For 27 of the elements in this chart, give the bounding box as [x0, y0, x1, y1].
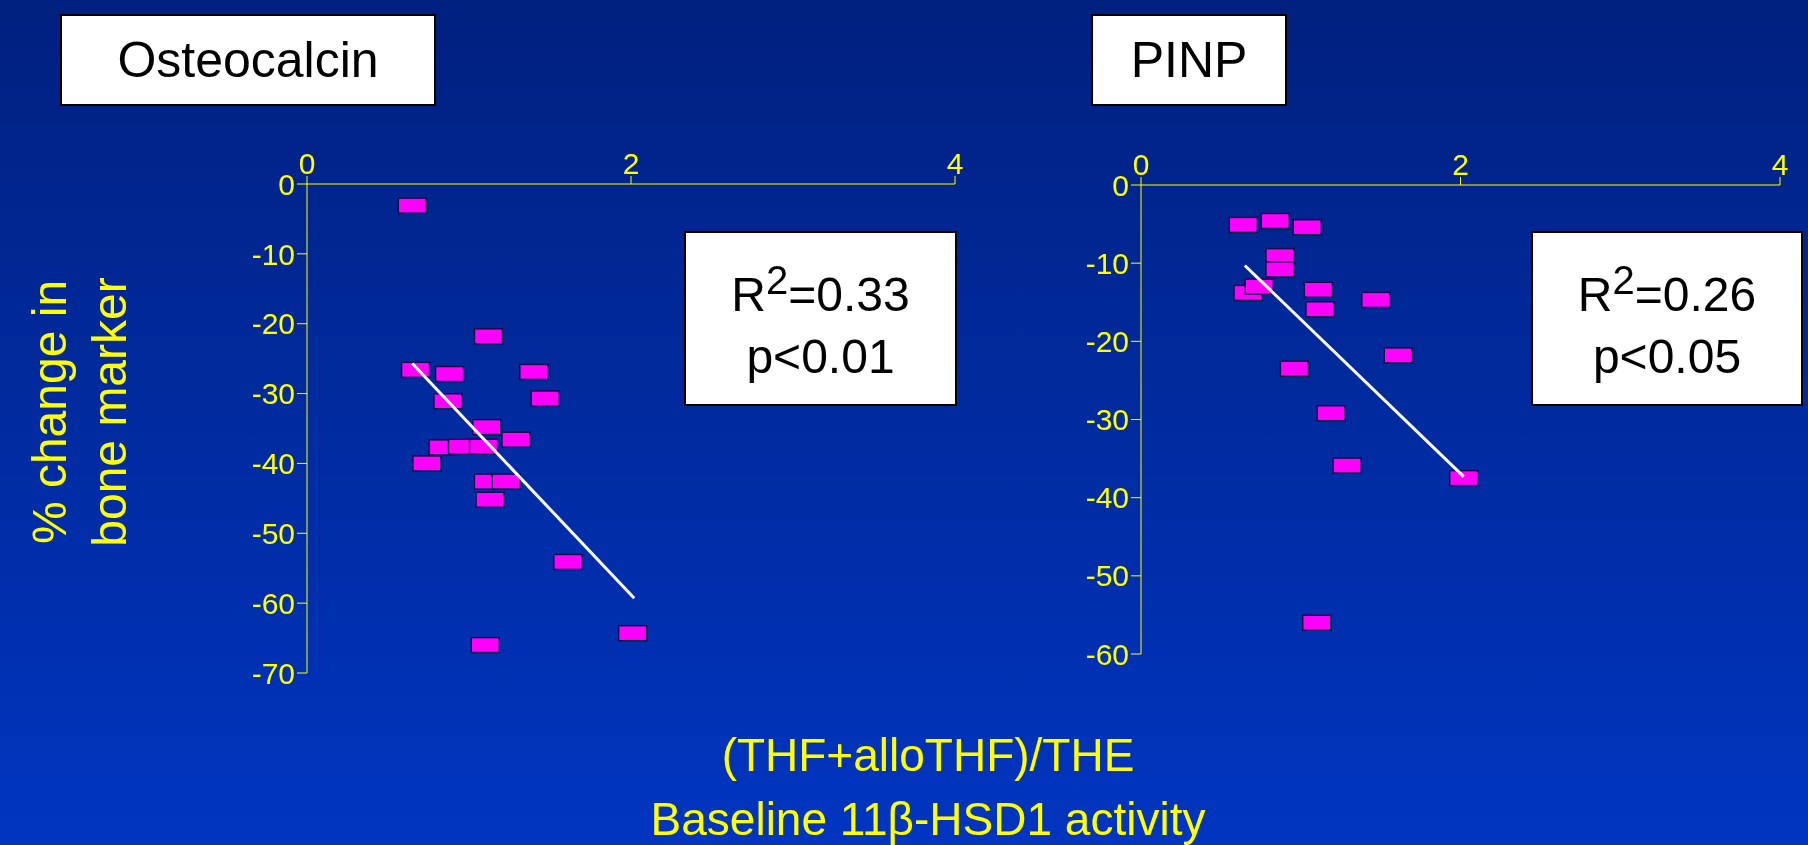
- y-tick-label: -60: [1085, 637, 1129, 671]
- y-tick-label: -10: [1085, 246, 1129, 280]
- x-tick-label: 4: [1771, 148, 1789, 181]
- chart-title: PINP: [1091, 14, 1287, 106]
- x-tick-label: 2: [622, 147, 640, 180]
- x-tick-label: 0: [1132, 148, 1150, 181]
- annotation: R$^{2}$=0.33: [731, 257, 910, 323]
- y-tick-label: -20: [1085, 324, 1129, 358]
- y-tick-label: -70: [251, 656, 295, 690]
- y-tick-label: -30: [251, 377, 295, 411]
- y-tick-label: -20: [251, 307, 295, 341]
- annotation: p<0.01: [746, 329, 895, 385]
- y-axis-title: % change in bone marker: [22, 276, 137, 549]
- y-tick-label: -40: [1085, 481, 1129, 515]
- y-tick-label: -50: [251, 516, 295, 550]
- x-tick-label: 2: [1452, 148, 1469, 181]
- chart-title: Osteocalcin: [60, 14, 436, 106]
- x-axis-title: (THF+alloTHF)/THE Baseline 11β-HSD1 activity: [650, 728, 1206, 845]
- y-tick-label: -50: [1085, 559, 1129, 593]
- x-tick-label: 4: [946, 147, 964, 180]
- y-tick-label: -60: [251, 586, 295, 620]
- annotation: R$^{2}$=0.26: [1577, 257, 1757, 323]
- y-tick-label: -30: [1085, 403, 1129, 437]
- annotation: p<0.05: [1592, 329, 1742, 385]
- y-tick-label: -10: [251, 237, 295, 271]
- x-tick-label: 0: [298, 147, 316, 180]
- y-tick-label: -40: [251, 447, 295, 481]
